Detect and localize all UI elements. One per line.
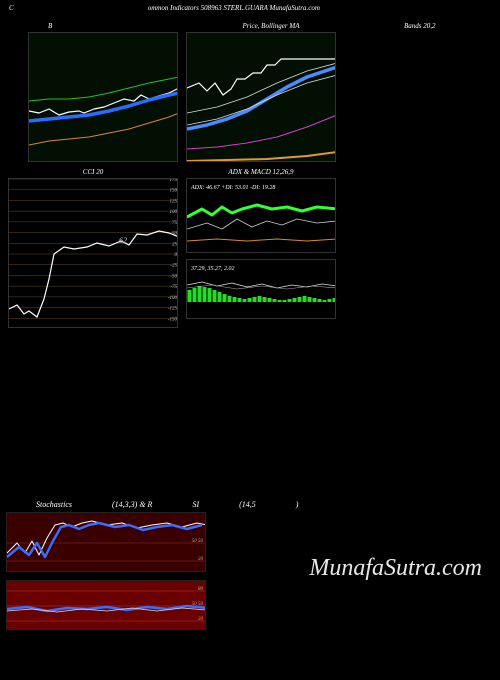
svg-text:20: 20 — [198, 617, 204, 622]
panel-b-rightlabel: Bands 20,2 — [344, 22, 480, 30]
svg-text:50 50: 50 50 — [192, 539, 204, 544]
stoch-label-d: (14,5 — [239, 500, 256, 509]
svg-text:75: 75 — [172, 221, 178, 226]
header-center: ommon Indicators 508963 STERL.GUARA Muna… — [148, 4, 320, 12]
panel-rsi: 8050 5020 — [6, 580, 206, 630]
panel-a-title: B — [28, 22, 178, 30]
svg-text:150: 150 — [170, 189, 178, 194]
svg-text:-125: -125 — [168, 307, 178, 312]
panel-b-title: Price, Bollinger MA — [186, 22, 336, 30]
panel-b — [186, 32, 336, 162]
svg-text:175: 175 — [170, 179, 178, 183]
svg-text:100: 100 — [170, 210, 178, 215]
stoch-label-c: SI — [192, 500, 199, 509]
svg-text:62: 62 — [119, 236, 127, 245]
panel-macd: 37.29, 35.27, 2.02 — [186, 259, 336, 319]
svg-text:80: 80 — [198, 587, 204, 592]
stoch-label-b: (14,3,3) & R — [112, 500, 152, 509]
adx-title: ADX & MACD 12,26,9 — [186, 168, 336, 176]
panel-adx: ADX: 46.67 +DI: 53.01 -DI: 19.28 — [186, 178, 336, 253]
panel-cci: 1751501251007550250-25-50-75-100-125-150… — [8, 178, 178, 328]
svg-text:37.29, 35.27, 2.02: 37.29, 35.27, 2.02 — [190, 266, 235, 272]
svg-text:-150: -150 — [168, 317, 178, 322]
stoch-header: Stochastics (14,3,3) & R SI (14,5 ) — [6, 500, 494, 509]
svg-text:-25: -25 — [170, 264, 177, 269]
row-2: CCI 20 1751501251007550250-25-50-75-100-… — [0, 162, 500, 328]
svg-text:-75: -75 — [170, 285, 177, 290]
svg-text:-100: -100 — [168, 296, 178, 301]
svg-text:20: 20 — [198, 557, 204, 562]
page-header: C ommon Indicators 508963 STERL.GUARA Mu… — [0, 0, 500, 16]
panel-stoch: 50 50 20 — [6, 512, 206, 572]
svg-text:0: 0 — [175, 253, 178, 258]
header-left: C — [9, 4, 14, 12]
stoch-label-e: ) — [296, 500, 299, 509]
stoch-label-a: Stochastics — [36, 500, 72, 509]
panel-a — [28, 32, 178, 162]
svg-text:-50: -50 — [170, 274, 177, 279]
svg-text:125: 125 — [170, 199, 178, 204]
svg-text:25: 25 — [172, 242, 178, 247]
row-1: B Price, Bollinger MA Bands 20,2 — [0, 16, 500, 162]
svg-text:ADX: 46.67 +DI: 53.01 -DI: 19.: ADX: 46.67 +DI: 53.01 -DI: 19.28 — [190, 184, 275, 191]
watermark: MunafaSutra.com — [309, 555, 482, 582]
cci-title: CCI 20 — [8, 168, 178, 176]
